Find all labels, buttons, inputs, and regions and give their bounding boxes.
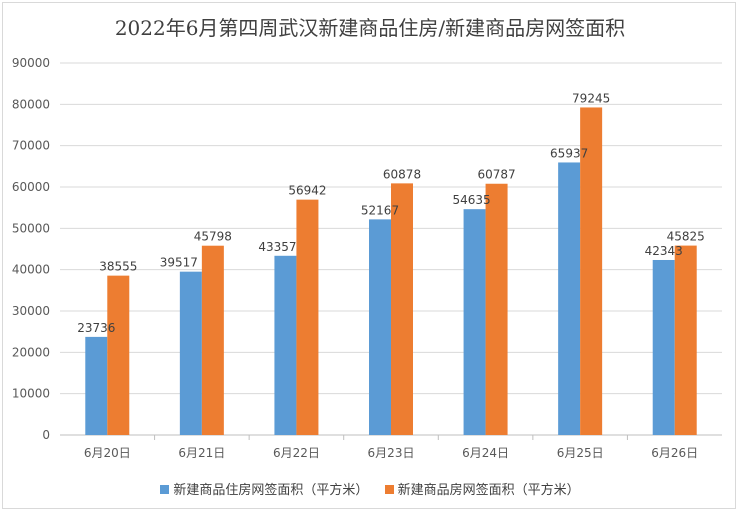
data-label: 56942 (288, 184, 326, 198)
x-axis: 6月20日 6月21日 6月22日 6月23日 6月24日 6月25日 6月26日 (84, 435, 698, 460)
y-tick-label: 90000 (12, 56, 50, 70)
data-labels: 23736 38555 39517 45798 43357 56942 52167 60878… (77, 91, 705, 334)
y-axis: 0 10000 20000 30000 40000 50000 60000 70000 8000… (12, 56, 50, 442)
data-label: 54635 (452, 193, 490, 207)
bar-2 (391, 183, 413, 435)
y-tick-label: 30000 (12, 304, 50, 318)
y-tick-label: 0 (42, 428, 50, 442)
x-tick-label: 6月23日 (368, 446, 415, 460)
legend-label: 新建商品住房网签面积（平方米） (173, 483, 369, 498)
data-label: 23736 (77, 321, 115, 335)
y-tick-label: 80000 (12, 97, 50, 111)
bar-1 (85, 336, 108, 435)
data-label: 39517 (160, 256, 198, 270)
legend-item-series-2: 新建商品房网签面积（平方米） (384, 479, 580, 498)
bar-1 (558, 162, 581, 436)
chart-title: 2022年6月第四周武汉新建商品住房/新建商品房网签面积 (114, 16, 626, 40)
bar-2 (674, 245, 697, 435)
data-label: 60787 (477, 168, 515, 182)
legend-label: 新建商品房网签面积（平方米） (397, 483, 580, 498)
y-tick-label: 10000 (12, 387, 50, 401)
y-tick-label: 20000 (12, 345, 50, 359)
x-tick-label: 6月24日 (462, 446, 509, 460)
data-label: 79245 (572, 91, 610, 105)
data-label: 42343 (645, 244, 683, 258)
data-label: 38555 (99, 260, 137, 274)
data-label: 60878 (383, 167, 421, 181)
bar-2 (201, 245, 224, 435)
bar-2 (580, 107, 603, 435)
legend-item-series-1: 新建商品住房网签面积（平方米） (160, 479, 368, 498)
data-label: 45798 (194, 230, 232, 244)
x-tick-label: 6月20日 (84, 446, 131, 460)
data-label: 52167 (361, 203, 399, 217)
bar-2 (485, 183, 508, 435)
y-tick-label: 70000 (12, 139, 50, 153)
bars (85, 107, 697, 436)
data-label: 65937 (550, 146, 588, 160)
x-tick-label: 6月22日 (273, 446, 320, 460)
x-tick-label: 6月26日 (651, 446, 698, 460)
bar-1 (652, 259, 675, 435)
y-tick-label: 40000 (12, 263, 50, 277)
legend-swatch (160, 485, 170, 494)
bar-2 (296, 199, 319, 435)
y-tick-label: 60000 (12, 180, 50, 194)
bar-2 (107, 275, 130, 435)
bar-1 (179, 271, 202, 435)
legend-swatch (384, 485, 394, 494)
legend: 新建商品住房网签面积（平方米） 新建商品房网签面积（平方米） (0, 479, 740, 498)
y-tick-label: 50000 (12, 221, 50, 235)
x-tick-label: 6月25日 (557, 446, 604, 460)
bar-1 (463, 209, 486, 435)
bar-1 (274, 255, 297, 435)
x-tick-label: 6月21日 (178, 446, 225, 460)
bar-1 (369, 219, 391, 435)
data-label: 45825 (667, 230, 705, 244)
data-label: 43357 (258, 240, 296, 254)
